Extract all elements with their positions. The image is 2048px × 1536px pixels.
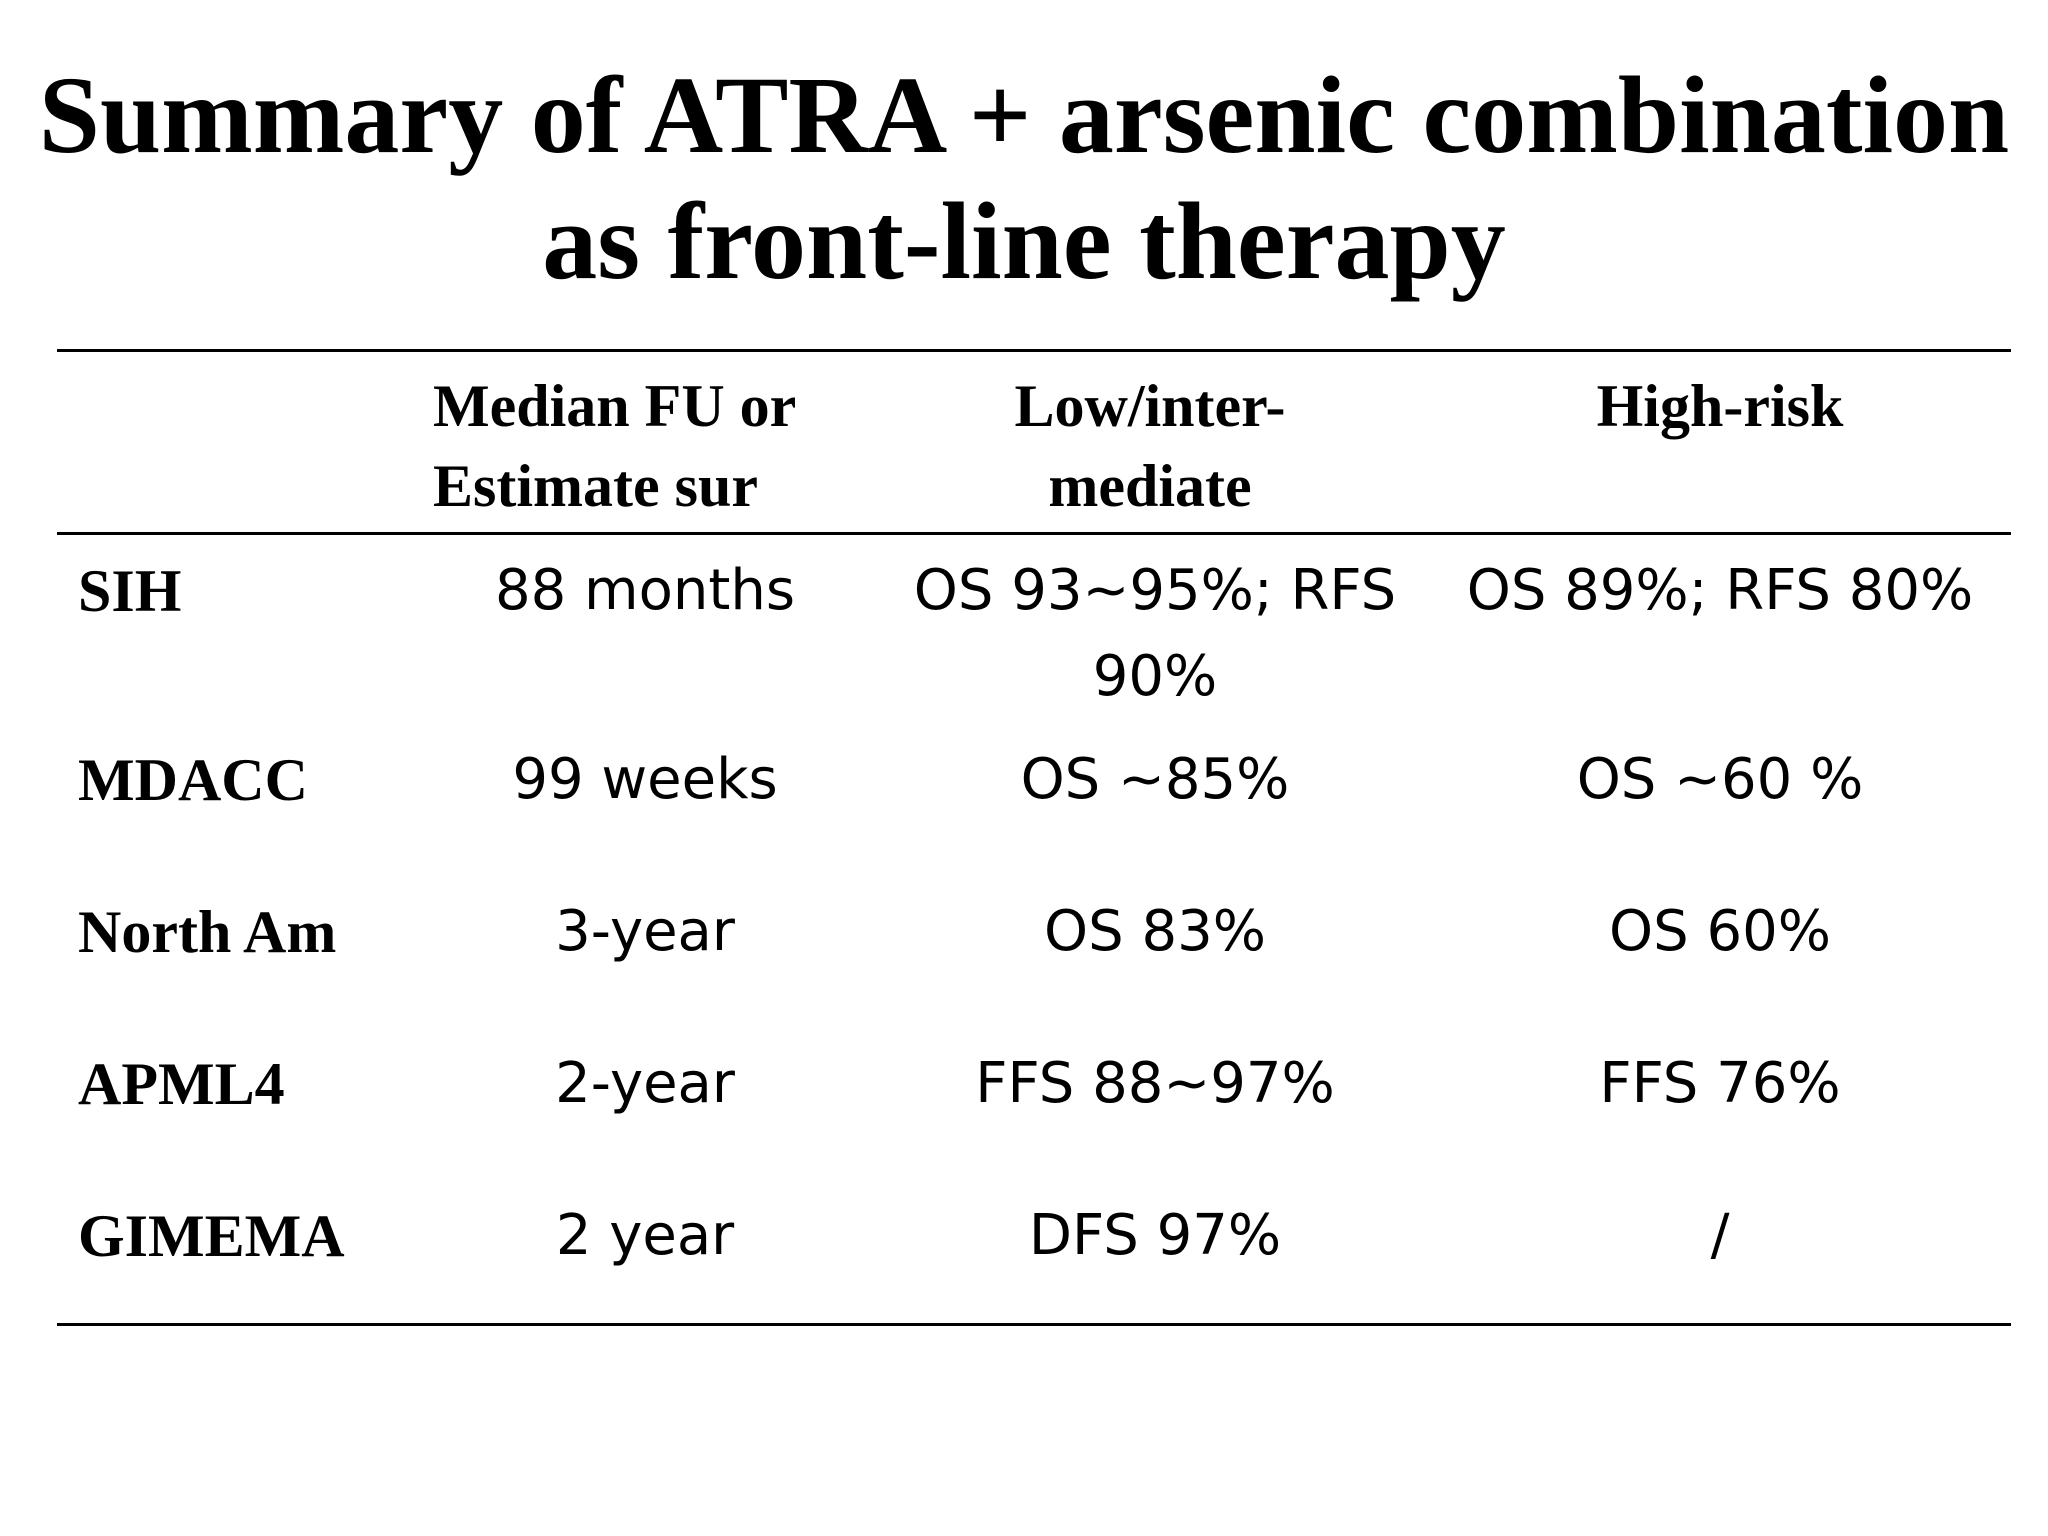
row-low-mdacc: OS ~85% <box>1020 747 1290 812</box>
table-header-rule <box>57 532 2011 535</box>
row-low-north-am: OS 83% <box>1044 899 1266 964</box>
header-high-risk-label: High-risk <box>1596 373 1844 439</box>
row-name-apml4: APML4 <box>78 1051 285 1117</box>
row-low-gimema: DFS 97% <box>1028 1203 1282 1268</box>
row-fu-sih: 88 months <box>495 558 795 623</box>
row-low-sih: OS 93~95%; RFS 90% <box>880 548 1430 720</box>
header-low-intermediate: Low/inter- mediate <box>870 366 1430 526</box>
row-fu-gimema: 2 year <box>555 1203 735 1268</box>
header-median-fu-line-2: Estimate sur <box>433 453 758 519</box>
row-low-apml4: FFS 88~97% <box>975 1051 1335 1116</box>
header-high-risk: High-risk <box>1440 366 2000 446</box>
row-name-north-am: North Am <box>78 899 337 965</box>
table-bottom-rule <box>57 1323 2011 1326</box>
title-line-1: Summary of ATRA + arsenic combination <box>38 54 2010 176</box>
header-median-fu: Median FU or Estimate sur <box>433 366 913 526</box>
header-low-line-2: mediate <box>1048 453 1252 519</box>
row-fu-mdacc: 99 weeks <box>512 747 778 812</box>
table-top-rule <box>57 349 2011 352</box>
row-high-mdacc: OS ~60 % <box>1576 747 1864 812</box>
row-fu-north-am: 3-year <box>555 899 735 964</box>
title-line-2: as front-line therapy <box>542 180 1506 302</box>
row-fu-apml4: 2-year <box>555 1051 735 1116</box>
row-name-mdacc: MDACC <box>78 747 308 813</box>
row-high-north-am: OS 60% <box>1609 899 1831 964</box>
slide-title: Summary of ATRA + arsenic combination as… <box>0 52 2048 304</box>
header-median-fu-line-1: Median FU or <box>433 373 797 439</box>
row-name-sih: SIH <box>78 558 182 624</box>
row-high-apml4: FFS 76% <box>1599 1051 1841 1116</box>
row-high-gimema: / <box>1710 1203 1730 1268</box>
row-low-sih-line-2: 90% <box>1092 644 1218 709</box>
header-low-line-1: Low/inter- <box>1014 373 1286 439</box>
row-high-sih: OS 89%; RFS 80% <box>1466 558 1974 623</box>
row-name-gimema: GIMEMA <box>78 1203 345 1269</box>
row-low-sih-line-1: OS 93~95%; RFS <box>913 558 1397 623</box>
